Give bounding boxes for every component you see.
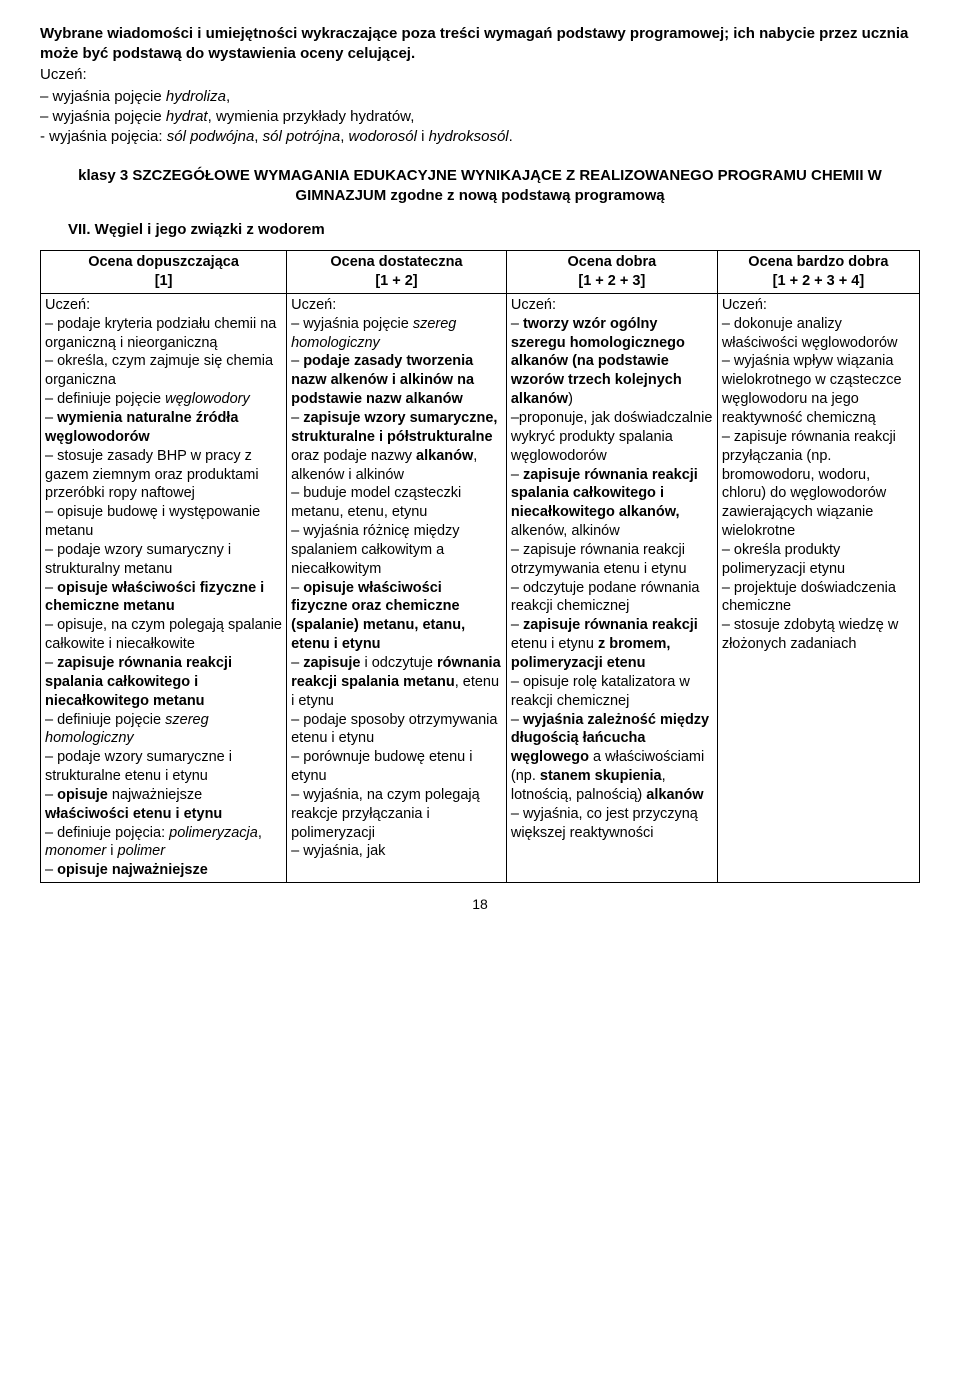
intro-list: – wyjaśnia pojęcie hydroliza, – wyjaśnia… xyxy=(40,87,920,148)
intro-item: – wyjaśnia pojęcie hydrat, wymienia przy… xyxy=(40,107,920,127)
table-row: Uczeń:– podaje kryteria podziału chemii … xyxy=(41,293,920,882)
col-header: Ocena dopuszczająca [1] xyxy=(41,251,287,294)
col-header: Ocena bardzo dobra [1 + 2 + 3 + 4] xyxy=(717,251,919,294)
col-header-label: Ocena bardzo dobra xyxy=(748,254,888,270)
col-header-sub: [1 + 2 + 3] xyxy=(578,273,645,289)
intro-item: – wyjaśnia pojęcie hydroliza, xyxy=(40,87,920,107)
section-title: VII. Węgiel i jego związki z wodorem xyxy=(40,220,920,240)
col-header: Ocena dostateczna [1 + 2] xyxy=(287,251,507,294)
col-header: Ocena dobra [1 + 2 + 3] xyxy=(506,251,717,294)
intro-lead: Uczeń: xyxy=(40,65,920,85)
col-header-label: Ocena dostateczna xyxy=(330,254,462,270)
intro-block: Wybrane wiadomości i umiejętności wykrac… xyxy=(40,24,920,148)
intro-heading: Wybrane wiadomości i umiejętności wykrac… xyxy=(40,24,920,65)
col-header-label: Ocena dobra xyxy=(568,254,657,270)
cell-bardzo-dobra: Uczeń:– dokonuje analizy właściwości węg… xyxy=(717,293,919,882)
col-header-sub: [1 + 2] xyxy=(375,273,417,289)
col-header-label: Ocena dopuszczająca xyxy=(88,254,239,270)
table-header-row: Ocena dopuszczająca [1] Ocena dostateczn… xyxy=(41,251,920,294)
page-number: 18 xyxy=(40,895,920,914)
requirements-table: Ocena dopuszczająca [1] Ocena dostateczn… xyxy=(40,250,920,883)
col-header-sub: [1] xyxy=(155,273,173,289)
klasy-heading: klasy 3 SZCZEGÓŁOWE WYMAGANIA EDUKACYJNE… xyxy=(40,166,920,207)
cell-dobra: Uczeń:– tworzy wzór ogólny szeregu homol… xyxy=(506,293,717,882)
intro-item: - wyjaśnia pojęcia: sól podwójna, sól po… xyxy=(40,127,920,147)
col-header-sub: [1 + 2 + 3 + 4] xyxy=(773,273,865,289)
cell-dostateczna: Uczeń:– wyjaśnia pojęcie szereg homologi… xyxy=(287,293,507,882)
cell-dopuszczajaca: Uczeń:– podaje kryteria podziału chemii … xyxy=(41,293,287,882)
